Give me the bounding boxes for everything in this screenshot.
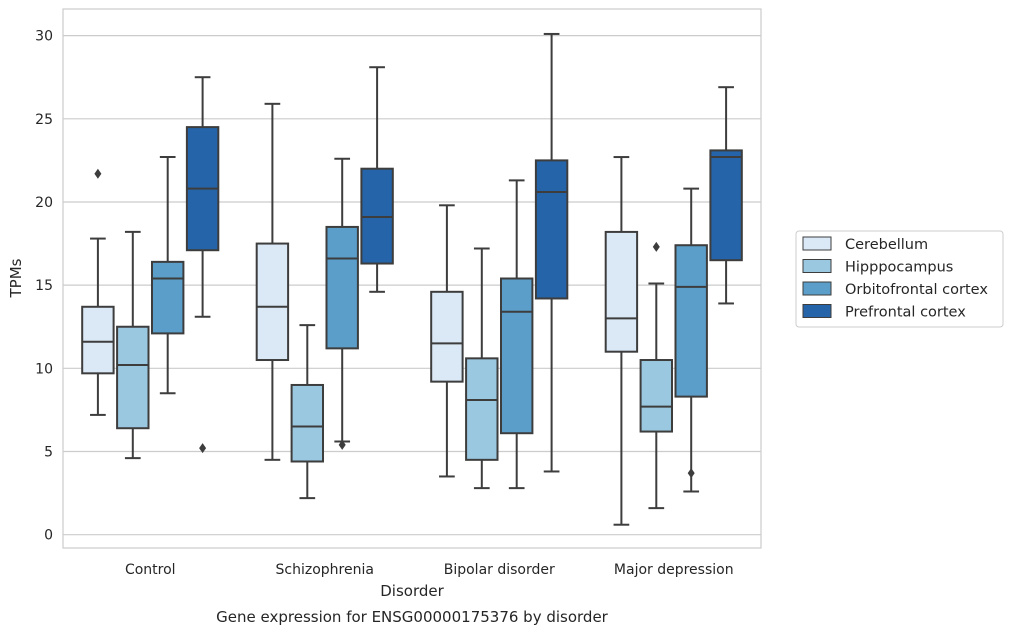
- legend-label: Prefrontal cortex: [845, 305, 966, 321]
- box-body: [499, 277, 534, 435]
- outlier-point: [338, 439, 346, 450]
- outlier-point: [652, 241, 660, 252]
- legend-label: Hipppocampus: [845, 260, 953, 276]
- outlier-point: [199, 443, 207, 454]
- box-body: [639, 359, 674, 433]
- box-orbitofrontal-cortex: [499, 179, 534, 490]
- box-body: [81, 305, 115, 375]
- legend-swatch: [802, 236, 832, 251]
- box-hipppocampus: [116, 230, 150, 460]
- y-tick-label: 30: [35, 29, 53, 45]
- box-body: [150, 260, 185, 335]
- legend: Cerebellum Hipppocampus Orbitofrontal cort…: [795, 230, 1004, 328]
- y-tick-label: 25: [35, 112, 53, 128]
- legend-frame: [795, 230, 1004, 328]
- x-axis-label: Disorder: [380, 582, 444, 600]
- x-tick-label: Schizophrenia: [276, 562, 374, 578]
- box-cerebellum: [81, 168, 115, 416]
- box-body: [709, 149, 743, 262]
- y-tick-label: 15: [35, 278, 53, 294]
- box-orbitofrontal-cortex: [674, 187, 708, 493]
- box-body: [674, 244, 708, 398]
- box-prefrontal-cortex: [185, 76, 220, 454]
- outlier-point: [94, 168, 102, 179]
- box-orbitofrontal-cortex: [150, 156, 185, 395]
- box-body: [534, 159, 569, 300]
- y-tick-label: 20: [35, 195, 53, 211]
- box-cerebellum: [430, 204, 464, 478]
- legend-swatch: [802, 281, 832, 296]
- legend-label: Cerebellum: [845, 237, 928, 253]
- plot-frame: [62, 8, 762, 549]
- box-body: [430, 290, 464, 383]
- box-body: [465, 357, 499, 461]
- y-tick-label: 5: [44, 445, 53, 461]
- box-orbitofrontal-cortex: [325, 157, 359, 450]
- box-hipppocampus: [639, 241, 674, 510]
- y-tick-label: 0: [44, 528, 53, 544]
- box-cerebellum: [255, 102, 290, 461]
- chart-title: Gene expression for ENSG00000175376 by d…: [216, 608, 609, 626]
- outlier-point: [687, 468, 695, 479]
- y-axis-label: TPMs: [7, 258, 25, 298]
- legend-label: Orbitofrontal cortex: [845, 282, 988, 298]
- x-axis-ticks: Control Schizophrenia Bipolar disorder Majo…: [125, 562, 734, 578]
- legend-swatch: [802, 304, 832, 318]
- box-body: [116, 325, 150, 430]
- x-tick-label: Control: [125, 562, 176, 578]
- x-tick-label: Bipolar disorder: [444, 562, 555, 578]
- box-body: [325, 225, 359, 350]
- y-axis-ticks: 0 5 10 15 20 25 30: [35, 29, 53, 544]
- box-hipppocampus: [290, 324, 325, 500]
- box-cerebellum: [604, 156, 639, 526]
- box-prefrontal-cortex: [709, 86, 743, 305]
- x-tick-label: Major depression: [614, 562, 734, 578]
- legend-swatch: [802, 259, 832, 273]
- box-body: [604, 230, 639, 353]
- box-prefrontal-cortex: [360, 66, 394, 293]
- box-body: [290, 383, 325, 463]
- y-tick-label: 10: [35, 361, 53, 377]
- boxes-layer: [81, 32, 743, 526]
- box-hipppocampus: [465, 247, 499, 490]
- box-prefrontal-cortex: [534, 32, 569, 473]
- box-body: [255, 242, 290, 362]
